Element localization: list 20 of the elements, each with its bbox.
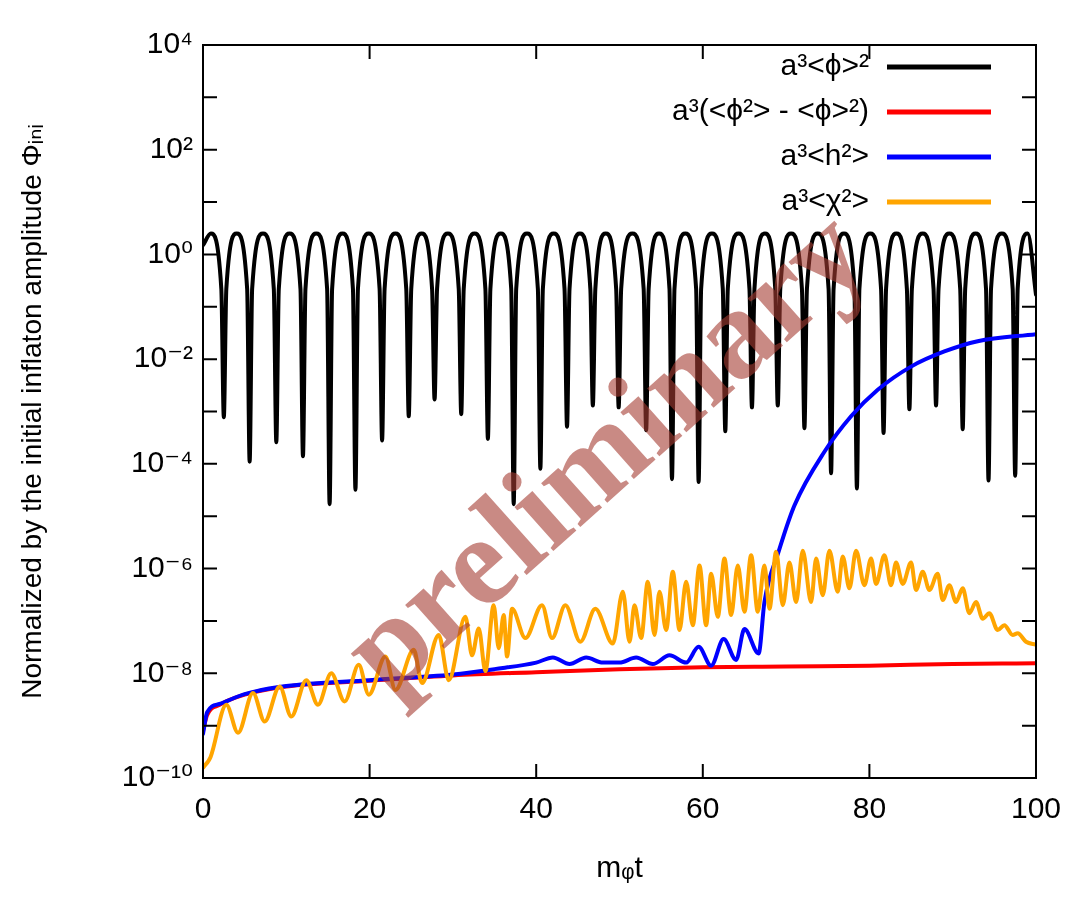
x-tick-label: 100 [1010,791,1062,825]
y-tick-label: 10⁰ [147,235,193,269]
y-tick-label: 10⁴ [146,26,193,60]
legend-label: a³<ϕ>² [780,48,869,82]
y-tick-label: 10⁻⁸ [131,654,193,688]
x-tick-label: 60 [686,791,720,825]
y-tick-label: 10⁻⁶ [131,549,193,583]
x-tick-label: 40 [519,791,553,825]
x-axis-title: mᵩt [596,850,644,884]
y-tick-label: 10⁻¹⁰ [121,759,193,793]
x-tick-label: 0 [194,791,212,825]
x-tick-label: 80 [852,791,887,825]
y-tick-label: 10⁻⁴ [130,445,193,479]
y-tick-label: 10² [149,130,194,164]
legend-label: a³<χ²> [781,183,869,217]
legend-label: a³(<ϕ²> - <ϕ>²) [672,93,869,127]
y-axis-title: Normalized by the initial inflaton amplitude Φᵢₙᵢ [15,124,47,699]
legend-label: a³<h²> [780,138,869,172]
y-tick-label: 10⁻² [133,340,193,374]
x-tick-label: 20 [352,791,387,825]
